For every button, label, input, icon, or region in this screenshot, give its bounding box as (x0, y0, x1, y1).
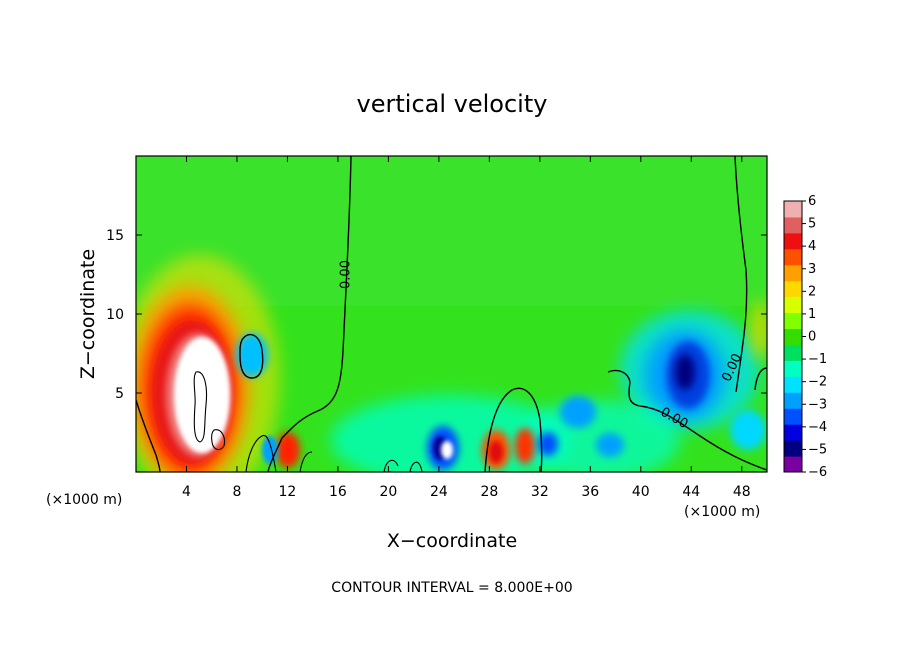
velocity-blob (174, 337, 230, 453)
contour-updraft-inner-1 (193, 371, 208, 443)
velocity-blob (675, 354, 695, 390)
colorbar-tick-label: 1 (808, 307, 816, 322)
x-tick-label: 24 (430, 484, 448, 500)
colorbar-swatch (784, 248, 802, 266)
contour-label: 0.00 (338, 260, 353, 289)
colorbar-swatch (784, 232, 802, 250)
x-axis: 4 8 12 16 20 24 28 32 36 40 44 48 (182, 156, 751, 500)
chart-title: vertical velocity (357, 90, 548, 118)
zero-contour-middle (484, 387, 543, 472)
contour-updraft-inner-2 (211, 429, 226, 451)
velocity-blob (262, 436, 278, 464)
colorbar-swatch (784, 360, 802, 377)
velocity-field (136, 255, 767, 472)
velocity-blob (730, 410, 766, 450)
velocity-blob (441, 441, 453, 459)
x-tick-label: 48 (733, 484, 751, 500)
zero-contour-left (267, 156, 352, 472)
colorbar-tick-label: −3 (808, 397, 827, 412)
colorbar-swatch (784, 424, 802, 441)
y-tick-label: 10 (106, 307, 124, 323)
y-tick-label: 15 (106, 228, 124, 244)
colorbar-swatch (784, 328, 802, 345)
y-tick-label: 5 (115, 386, 124, 402)
colorbar-swatch (784, 392, 802, 409)
contour-downdraft-loop (239, 333, 264, 379)
colorbar-swatch (784, 456, 802, 473)
colorbar-tick-label: 3 (808, 262, 816, 277)
x-unit-label-left: (×1000 m) (46, 492, 122, 508)
colorbar-tick-label: −4 (808, 420, 827, 435)
y-axis-label: Z−coordinate (77, 249, 99, 379)
zero-contour-right-lower (607, 369, 767, 471)
velocity-blob (520, 400, 680, 472)
colorbar-swatch (784, 376, 802, 393)
x-unit-label-right: (×1000 m) (684, 504, 760, 520)
colorbar-swatch (784, 408, 802, 425)
velocity-blob (276, 432, 300, 468)
zero-contour-right-edge (754, 367, 767, 391)
colorbar-tick-label: −2 (808, 375, 827, 390)
colorbar-swatch (784, 280, 802, 298)
zero-contour-right-upper (734, 156, 748, 393)
contour-bottom-wiggles (245, 434, 423, 472)
colorbar-swatch (784, 216, 802, 234)
colorbar: 6 5 4 3 2 1 0 −1 −2 −3 −4 −5 −6 (783, 194, 827, 480)
velocity-blob (489, 441, 503, 463)
y-axis: 5 10 15 (106, 228, 767, 402)
x-tick-label: 28 (480, 484, 498, 500)
x-tick-label: 44 (682, 484, 700, 500)
x-tick-label: 40 (632, 484, 650, 500)
colorbar-swatch (784, 201, 802, 218)
velocity-blob (596, 433, 624, 457)
colorbar-tick-label: 4 (808, 239, 816, 254)
contour-interval-note: CONTOUR INTERVAL = 8.000E+00 (331, 580, 572, 596)
colorbar-swatch (784, 344, 802, 361)
x-tick-label: 4 (182, 484, 191, 500)
colorbar-swatch (784, 296, 802, 314)
colorbar-tick-label: 6 (808, 194, 816, 209)
x-tick-label: 36 (581, 484, 599, 500)
x-axis-label: X−coordinate (387, 530, 517, 552)
velocity-blob (560, 396, 596, 428)
colorbar-tick-label: 0 (808, 330, 816, 345)
velocity-blob (515, 428, 535, 464)
plot-area: 0.000.000.00 (136, 156, 767, 472)
velocity-blob (538, 432, 558, 456)
velocity-blob (750, 300, 767, 360)
contours (136, 156, 767, 472)
colorbar-swatch (784, 440, 802, 457)
contour-left-edge (136, 399, 161, 472)
x-tick-label: 32 (531, 484, 549, 500)
colorbar-tick-label: −6 (808, 465, 827, 480)
x-tick-label: 12 (279, 484, 297, 500)
x-tick-label: 16 (329, 484, 347, 500)
x-tick-label: 8 (232, 484, 241, 500)
colorbar-tick-label: −5 (808, 442, 827, 457)
colorbar-swatch (784, 264, 802, 282)
colorbar-tick-label: 5 (808, 217, 816, 232)
colorbar-swatch (784, 312, 802, 330)
colorbar-tick-label: 2 (808, 284, 816, 299)
colorbar-tick-label: −1 (808, 352, 827, 367)
x-tick-label: 20 (379, 484, 397, 500)
